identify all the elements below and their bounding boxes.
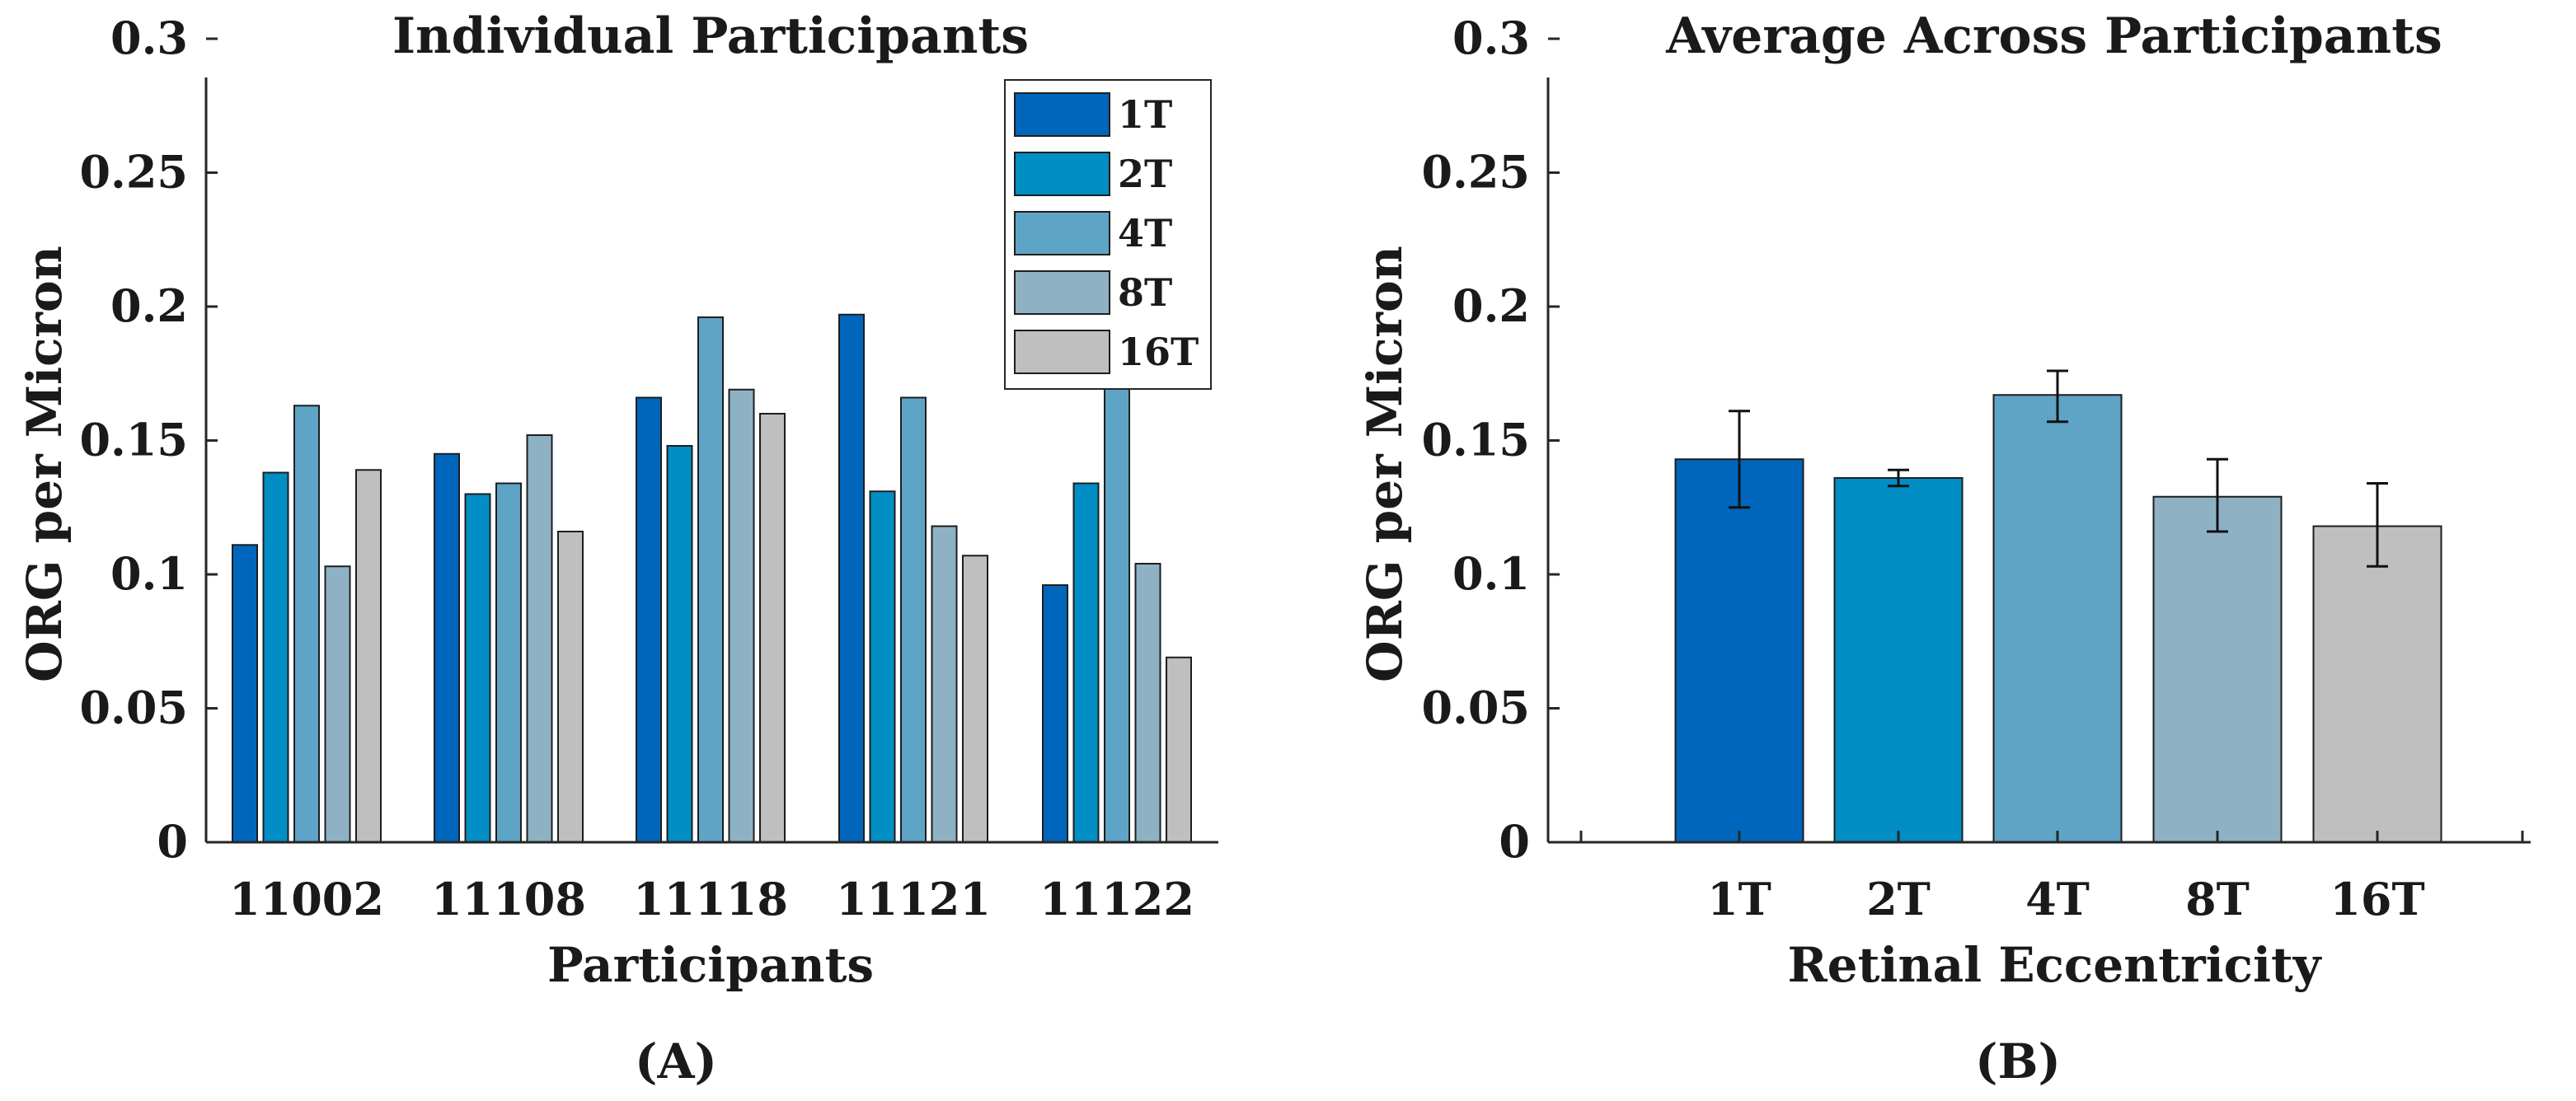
panel-a-individual-participants: Individual Participants ORG per Micron P…	[16, 7, 1218, 1089]
legend-label-1T: 1T	[1118, 92, 1172, 137]
bar-11122-4T	[1104, 375, 1130, 843]
bar-11002-2T	[262, 471, 289, 843]
legend-swatch-2T	[1014, 152, 1110, 196]
avg-bar-1T	[1674, 458, 1804, 843]
legend-label-4T: 4T	[1118, 211, 1172, 255]
panel-a-y-tick-label: 0.3	[110, 12, 188, 64]
bar-11122-8T	[1134, 563, 1161, 843]
legend-swatch-1T	[1014, 92, 1110, 137]
legend-label-2T: 2T	[1118, 152, 1172, 196]
panel-a-legend: 1T 2T 4T 8T 16T	[1004, 79, 1212, 390]
bar-11002-8T	[324, 565, 351, 843]
panel-b-average: Average Across Participants ORG per Micr…	[1357, 7, 2531, 1089]
avg-bar-8T	[2152, 495, 2283, 843]
legend-swatch-16T	[1014, 330, 1110, 374]
panel-a-y-tick-label: 0.15	[79, 414, 188, 466]
panel-a-y-tick-label: 0	[157, 815, 188, 868]
bar-11108-1T	[434, 452, 460, 843]
panel-b-y-tick-label: 0.1	[1452, 547, 1530, 600]
bar-11121-16T	[962, 555, 988, 843]
panel-a-y-tick-label: 0.25	[79, 146, 188, 199]
caption-a: (A)	[635, 1033, 717, 1089]
panel-b-x-tick-label: 1T	[1707, 873, 1771, 925]
bar-11002-4T	[293, 405, 320, 843]
panel-a-y-tick-label: 0.1	[110, 547, 188, 600]
panel-a-y-tick-label: 0.2	[110, 279, 188, 332]
panel-a-x-tick-label: 11118	[633, 873, 788, 925]
panel-a-x-tick-label: 11122	[1039, 873, 1194, 925]
bar-11121-4T	[900, 396, 927, 843]
bar-11108-16T	[557, 531, 584, 843]
bar-11118-1T	[636, 396, 662, 843]
bar-11108-8T	[526, 434, 553, 843]
panel-b-y-tick-label: 0.15	[1421, 414, 1530, 466]
legend-label-16T: 16T	[1118, 330, 1199, 374]
bar-11118-2T	[666, 445, 693, 843]
panel-a-title: Individual Participants	[392, 7, 1029, 65]
panel-a-y-axis-label: ORG per Micron	[16, 246, 73, 682]
legend-swatch-8T	[1014, 270, 1110, 315]
panel-b-x-tick-label: 8T	[2185, 873, 2250, 925]
panel-b-y-tick-label: 0.2	[1452, 279, 1530, 332]
panel-b-y-tick-label: 0	[1499, 815, 1530, 868]
panel-a-x-tick-label: 11002	[229, 873, 384, 925]
panel-b-x-tick-label: 2T	[1866, 873, 1931, 925]
panel-a-x-axis-label: Participants	[547, 937, 874, 993]
avg-bar-4T	[1992, 394, 2123, 843]
bar-11121-1T	[838, 313, 865, 843]
bar-11118-16T	[759, 413, 786, 843]
bar-11121-8T	[931, 525, 958, 843]
panel-a-x-tick-label: 11108	[431, 873, 586, 925]
panel-b-x-tick-label: 16T	[2330, 873, 2424, 925]
avg-bar-2T	[1833, 477, 1964, 843]
panel-b-x-tick-label: 4T	[2025, 873, 2090, 925]
bar-11122-16T	[1166, 656, 1192, 843]
bar-11118-8T	[728, 388, 755, 843]
avg-bar-16T	[2312, 525, 2442, 843]
bar-11118-4T	[697, 316, 724, 843]
bar-11002-1T	[232, 544, 258, 843]
bar-11108-4T	[495, 482, 522, 843]
panel-b-y-axis-label: ORG per Micron	[1357, 246, 1413, 682]
bar-11108-2T	[464, 493, 491, 843]
panel-b-title: Average Across Participants	[1665, 7, 2442, 65]
bar-11121-2T	[869, 490, 896, 843]
bar-11002-16T	[355, 469, 382, 843]
legend-label-8T: 8T	[1118, 270, 1172, 315]
caption-b: (B)	[1975, 1033, 2061, 1089]
panel-b-y-tick-label: 0.25	[1421, 146, 1530, 199]
legend-swatch-4T	[1014, 211, 1110, 255]
bar-11122-2T	[1072, 482, 1100, 843]
panel-a-y-tick-label: 0.05	[79, 682, 188, 734]
bar-11122-1T	[1042, 584, 1068, 843]
panel-a-x-tick-label: 11121	[836, 873, 991, 925]
panel-b-y-tick-label: 0.05	[1421, 682, 1530, 734]
panel-b-x-axis-label: Retinal Eccentricity	[1787, 937, 2322, 993]
panel-b-y-tick-label: 0.3	[1452, 12, 1530, 64]
